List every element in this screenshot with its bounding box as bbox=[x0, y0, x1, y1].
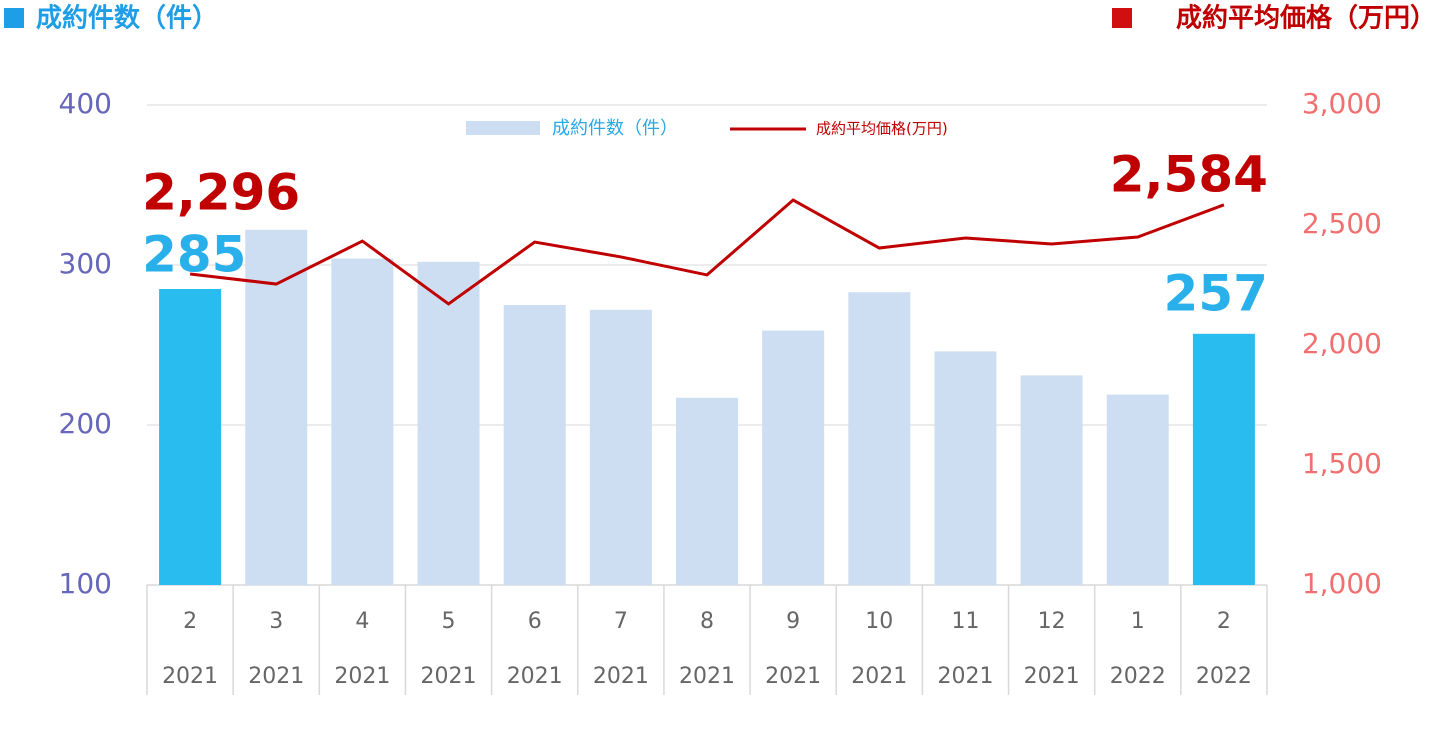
legend-label: 成約件数（件） bbox=[552, 118, 678, 139]
x-tick-label: 9 bbox=[786, 609, 800, 634]
y-tick-label: 100 bbox=[59, 567, 112, 600]
y-label-marker bbox=[4, 8, 24, 28]
bar bbox=[503, 305, 566, 585]
x-tick-label: 10 bbox=[865, 609, 893, 634]
y2-tick-label: 2,500 bbox=[1302, 207, 1382, 240]
data-label: 285 bbox=[142, 226, 246, 284]
x-tick-year: 2021 bbox=[334, 664, 390, 689]
x-tick-year: 2021 bbox=[851, 664, 907, 689]
bar bbox=[676, 397, 738, 585]
x-tick-label: 12 bbox=[1038, 609, 1066, 634]
bar bbox=[159, 289, 222, 585]
y-tick-label: 400 bbox=[59, 87, 112, 120]
y2-tick-label: 1,500 bbox=[1302, 447, 1382, 480]
bar bbox=[417, 261, 480, 585]
data-label: 2,584 bbox=[1110, 146, 1268, 204]
x-tick-year: 2021 bbox=[507, 664, 563, 689]
y2-label-marker bbox=[1112, 8, 1132, 28]
y-tick-label: 200 bbox=[59, 407, 112, 440]
data-label: 2,296 bbox=[142, 164, 300, 222]
x-tick-label: 5 bbox=[442, 609, 456, 634]
bar bbox=[934, 351, 997, 585]
bar bbox=[848, 292, 911, 585]
legend-label: 成約平均価格(万円) bbox=[816, 120, 948, 138]
line bbox=[189, 198, 1225, 306]
x-tick-year: 2021 bbox=[421, 664, 477, 689]
x-tick-year: 2021 bbox=[765, 664, 821, 689]
x-tick-label: 4 bbox=[355, 609, 369, 634]
x-tick-label: 2 bbox=[183, 609, 197, 634]
legend-swatch bbox=[466, 121, 540, 135]
y2-tick-label: 2,000 bbox=[1302, 327, 1382, 360]
x-tick-year: 2021 bbox=[679, 664, 735, 689]
y2-tick-label: 3,000 bbox=[1302, 87, 1382, 120]
x-tick-year: 2022 bbox=[1196, 664, 1252, 689]
x-tick-year: 2021 bbox=[937, 664, 993, 689]
y2-label: 成約平均価格（万円） bbox=[1176, 3, 1436, 34]
x-tick-year: 2022 bbox=[1110, 664, 1166, 689]
x-tick-label: 6 bbox=[528, 609, 542, 634]
x-tick-label: 11 bbox=[951, 609, 979, 634]
x-tick-year: 2021 bbox=[162, 664, 218, 689]
bar bbox=[1106, 394, 1169, 585]
x-tick-label: 2 bbox=[1217, 609, 1231, 634]
x-tick-year: 2021 bbox=[248, 664, 304, 689]
y-tick-label: 300 bbox=[59, 247, 112, 280]
bar bbox=[1020, 375, 1083, 585]
bar bbox=[1192, 333, 1255, 585]
bar bbox=[589, 309, 652, 585]
x-tick-label: 8 bbox=[700, 609, 714, 634]
y2-tick-label: 1,000 bbox=[1302, 567, 1382, 600]
data-label: 257 bbox=[1164, 265, 1268, 323]
x-tick-year: 2021 bbox=[593, 664, 649, 689]
x-tick-label: 7 bbox=[614, 609, 628, 634]
x-tick-label: 3 bbox=[269, 609, 283, 634]
bar bbox=[245, 229, 308, 586]
y-label: 成約件数（件） bbox=[36, 3, 218, 34]
bar bbox=[762, 330, 825, 585]
x-tick-year: 2021 bbox=[1024, 664, 1080, 689]
x-tick-label: 1 bbox=[1131, 609, 1145, 634]
bar bbox=[331, 258, 394, 585]
